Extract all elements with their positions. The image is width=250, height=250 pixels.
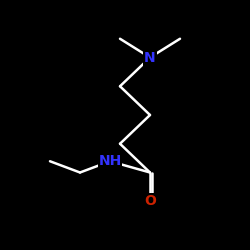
Text: N: N xyxy=(144,50,156,64)
Text: NH: NH xyxy=(98,154,122,168)
Text: O: O xyxy=(144,194,156,208)
